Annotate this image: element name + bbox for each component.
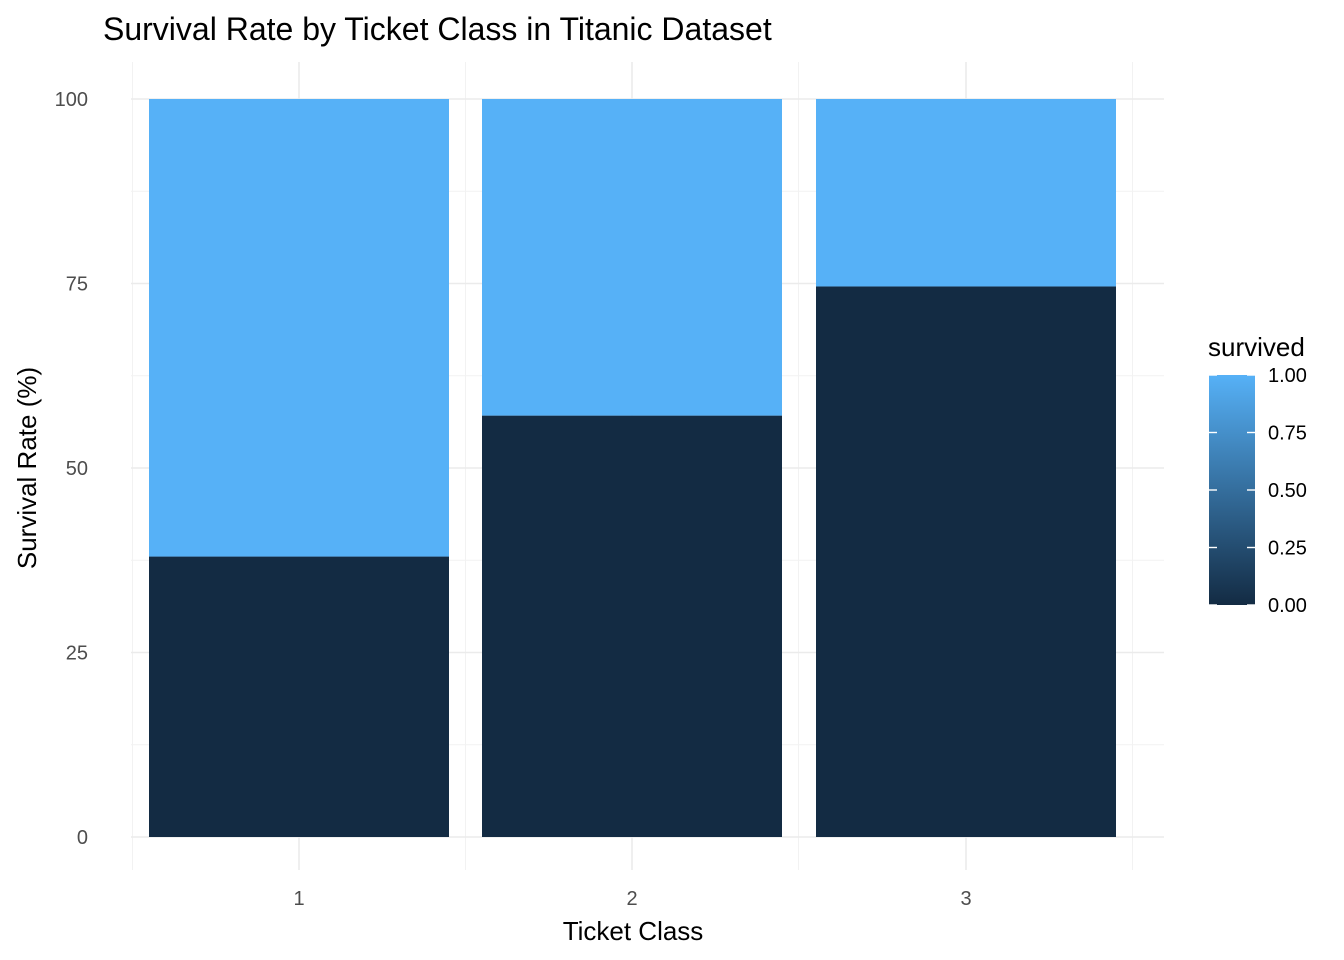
bar-class-3-survived-0 (816, 286, 1116, 837)
y-tick-label: 0 (77, 827, 88, 849)
chart-title: Survival Rate by Ticket Class in Titanic… (103, 11, 772, 47)
y-axis-ticks: 0 25 50 75 100 (55, 89, 88, 849)
bar-class-3-survived-1 (816, 99, 1116, 287)
y-tick-label: 100 (55, 89, 88, 111)
legend-tick-label: 0.50 (1268, 480, 1307, 502)
y-tick-label: 25 (66, 643, 88, 665)
y-axis-title: Survival Rate (%) (12, 367, 42, 569)
legend-title: survived (1208, 332, 1305, 362)
legend-tick-label: 0.00 (1268, 595, 1307, 617)
bars (149, 99, 1116, 837)
x-tick-label: 1 (293, 888, 304, 910)
bar-class-2-survived-1 (482, 99, 782, 416)
bar-class-1-survived-0 (149, 556, 449, 837)
legend-tick-label: 0.25 (1268, 538, 1307, 560)
legend-ticks: 1.00 0.75 0.50 0.25 0.00 (1209, 365, 1307, 617)
x-axis-ticks: 1 2 3 (293, 888, 971, 910)
x-tick-label: 3 (960, 888, 971, 910)
legend-tick-label: 0.75 (1268, 423, 1307, 445)
y-tick-label: 50 (66, 458, 88, 480)
bar-class-2-survived-0 (482, 415, 782, 837)
x-tick-label: 2 (626, 888, 637, 910)
legend: survived 1.00 0.75 0.50 0.25 0.00 (1208, 332, 1307, 617)
y-tick-label: 75 (66, 274, 88, 296)
bar-class-1-survived-1 (149, 99, 449, 557)
legend-tick-label: 1.00 (1268, 365, 1307, 387)
x-axis-title: Ticket Class (563, 916, 704, 946)
